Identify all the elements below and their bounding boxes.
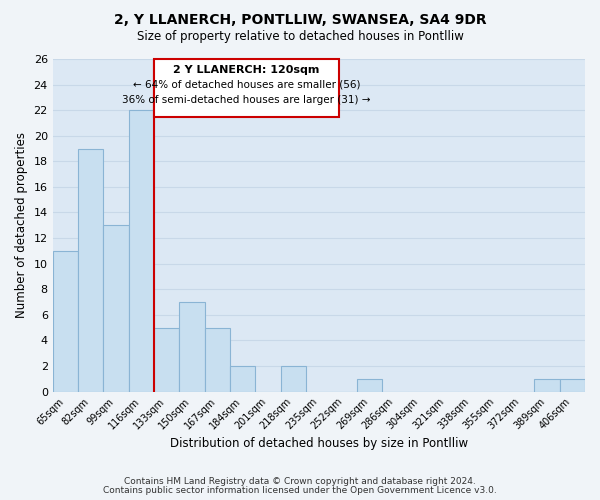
Text: Contains public sector information licensed under the Open Government Licence v3: Contains public sector information licen… xyxy=(103,486,497,495)
Bar xyxy=(78,148,103,392)
Text: 2, Y LLANERCH, PONTLLIW, SWANSEA, SA4 9DR: 2, Y LLANERCH, PONTLLIW, SWANSEA, SA4 9D… xyxy=(113,12,487,26)
X-axis label: Distribution of detached houses by size in Pontlliw: Distribution of detached houses by size … xyxy=(170,437,468,450)
FancyBboxPatch shape xyxy=(154,59,339,116)
Bar xyxy=(535,379,560,392)
Bar xyxy=(357,379,382,392)
Bar xyxy=(230,366,256,392)
Bar xyxy=(281,366,306,392)
Bar xyxy=(179,302,205,392)
Bar xyxy=(560,379,585,392)
Bar xyxy=(205,328,230,392)
Text: Contains HM Land Registry data © Crown copyright and database right 2024.: Contains HM Land Registry data © Crown c… xyxy=(124,477,476,486)
Y-axis label: Number of detached properties: Number of detached properties xyxy=(15,132,28,318)
Text: 2 Y LLANERCH: 120sqm: 2 Y LLANERCH: 120sqm xyxy=(173,66,320,76)
Bar xyxy=(103,226,129,392)
Bar xyxy=(53,251,78,392)
Bar xyxy=(129,110,154,392)
Text: 36% of semi-detached houses are larger (31) →: 36% of semi-detached houses are larger (… xyxy=(122,95,371,105)
Text: Size of property relative to detached houses in Pontlliw: Size of property relative to detached ho… xyxy=(137,30,463,43)
Text: ← 64% of detached houses are smaller (56): ← 64% of detached houses are smaller (56… xyxy=(133,80,361,90)
Bar xyxy=(154,328,179,392)
